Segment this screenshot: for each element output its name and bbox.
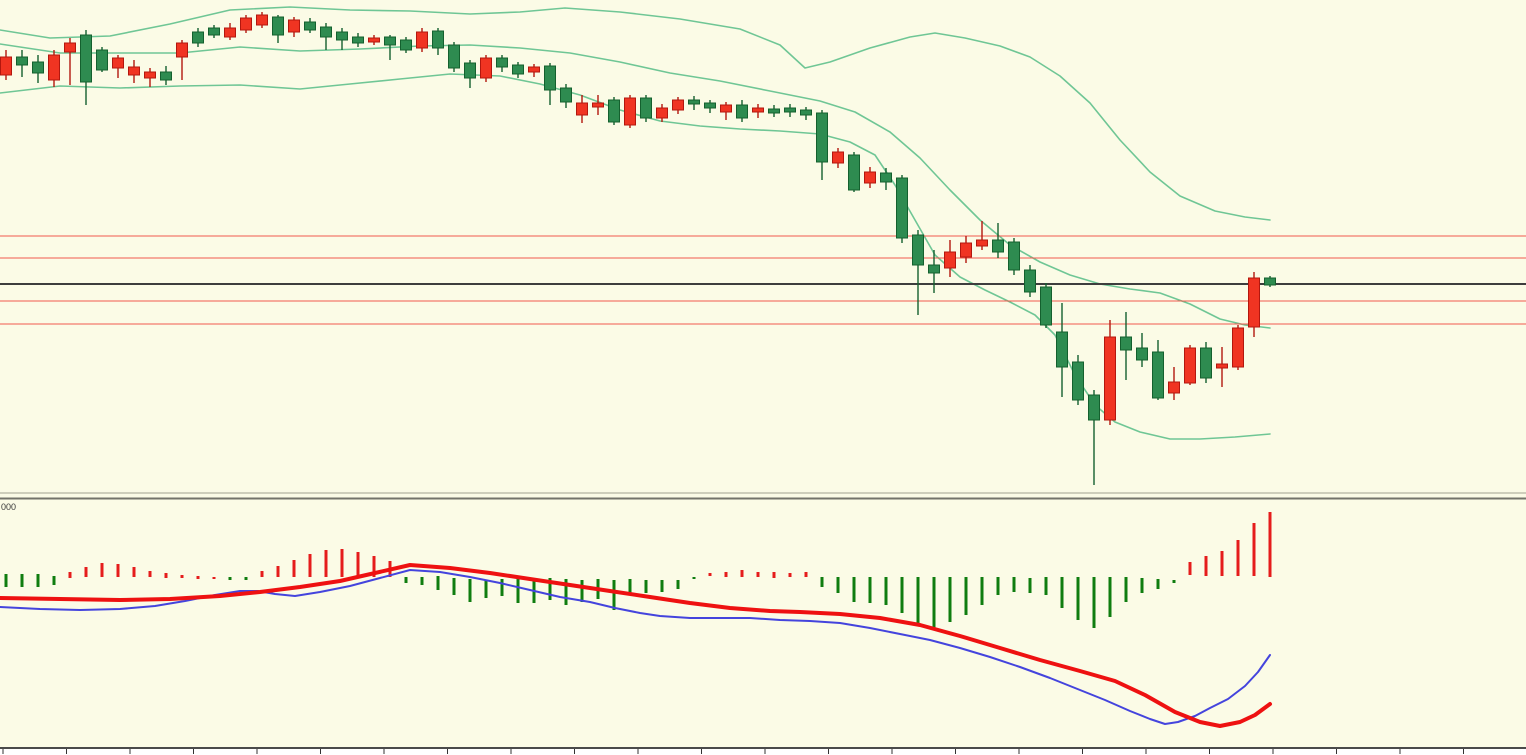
- indicator-value-label: 000: [1, 502, 16, 512]
- time-axis[interactable]: [0, 747, 1526, 755]
- indicator-panel-background: [0, 500, 1526, 748]
- indicator-panel[interactable]: [0, 512, 1272, 728]
- panel-separator[interactable]: [0, 492, 1526, 500]
- price-panel[interactable]: [0, 6, 1526, 485]
- price-panel-background: [0, 0, 1526, 492]
